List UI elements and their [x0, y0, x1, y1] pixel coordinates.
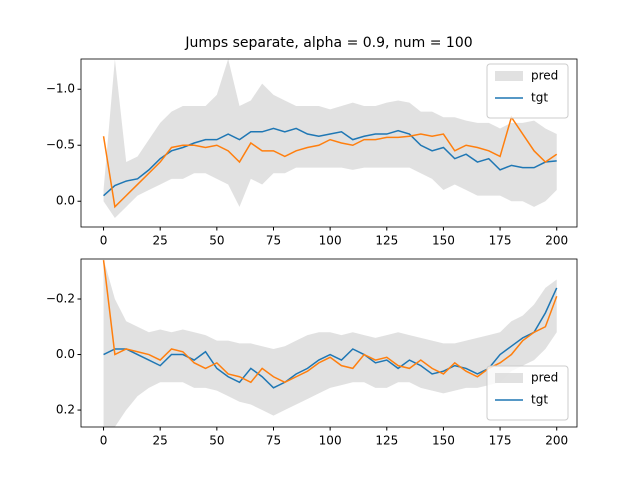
x-tick-label: 125 [375, 434, 398, 448]
legend-label: tgt [531, 393, 548, 407]
x-tick-label: 75 [266, 434, 281, 448]
x-tick-label: 200 [545, 434, 568, 448]
x-tick-label: 25 [153, 434, 168, 448]
legend-swatch [495, 71, 523, 81]
x-tick-label: 100 [319, 434, 342, 448]
x-tick-label: 0 [100, 234, 108, 248]
x-tick-label: 50 [209, 234, 224, 248]
x-tick-label: 50 [209, 434, 224, 448]
y-tick-label: −0.5 [46, 138, 75, 152]
x-tick-label: 100 [319, 234, 342, 248]
x-tick-label: 125 [375, 234, 398, 248]
x-tick-label: 175 [489, 434, 512, 448]
x-tick-label: 25 [153, 234, 168, 248]
axes-frame [80, 258, 578, 428]
band [103, 59, 557, 219]
x-tick-label: 200 [545, 234, 568, 248]
legend-swatch [495, 373, 523, 383]
x-tick-label: 150 [432, 234, 455, 248]
plot-area [102, 59, 558, 219]
y-tick-label: 0.2 [56, 403, 75, 417]
band [103, 259, 557, 427]
line [103, 287, 558, 389]
y-tick-label: 0.0 [56, 194, 75, 208]
y-tick-label: 0.0 [56, 347, 75, 361]
line [103, 127, 557, 197]
x-tick-label: 175 [489, 234, 512, 248]
y-tick-label: −0.2 [46, 291, 75, 305]
y-tick-label: −1.0 [46, 82, 75, 96]
plot-area [102, 259, 558, 427]
legend-label: pred [531, 371, 558, 385]
x-tick-label: 75 [266, 234, 281, 248]
legend-label: tgt [531, 91, 548, 105]
x-tick-label: 150 [432, 434, 455, 448]
chart-title: Jumps separate, alpha = 0.9, num = 100 [184, 35, 472, 51]
legend-label: pred [531, 69, 558, 83]
line [102, 260, 558, 384]
line [102, 115, 558, 209]
x-tick-label: 0 [100, 434, 108, 448]
axes-frame [80, 58, 578, 228]
